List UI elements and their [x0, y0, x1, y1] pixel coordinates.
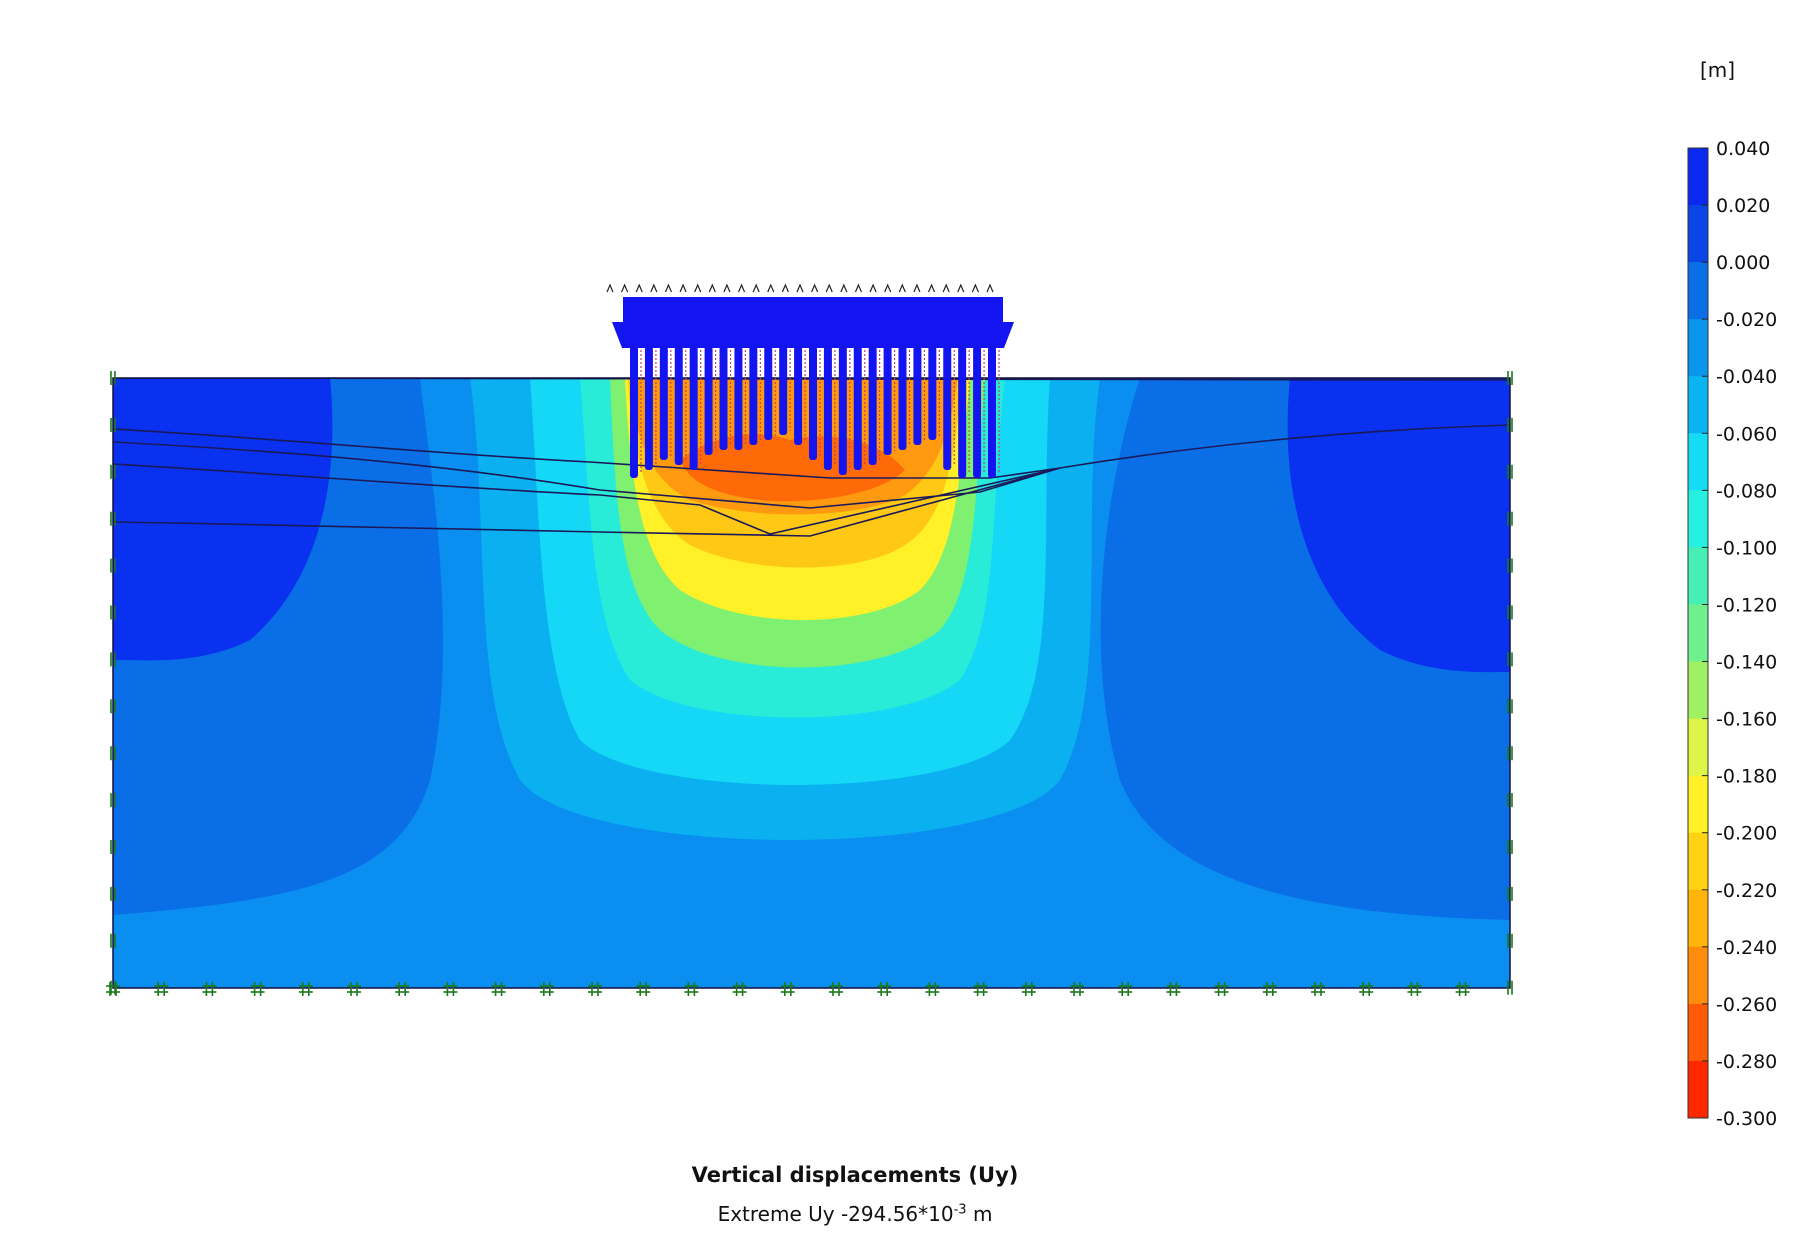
legend-tick-label: -0.160 — [1716, 709, 1777, 731]
legend-swatch — [1688, 832, 1708, 891]
pile — [883, 346, 892, 455]
legend-tick-label: -0.200 — [1716, 823, 1777, 845]
legend-swatch — [1688, 262, 1708, 320]
pile — [704, 346, 713, 455]
pile — [898, 346, 907, 450]
legend-tick-label: -0.240 — [1716, 937, 1777, 959]
pile — [823, 346, 832, 470]
legend-tick-label: -0.260 — [1716, 994, 1777, 1016]
soil-domain — [113, 378, 1510, 988]
legend-tick-label: -0.100 — [1716, 537, 1777, 559]
legend-swatch — [1688, 319, 1708, 377]
pile-group — [630, 346, 1000, 478]
pile — [853, 346, 862, 470]
legend-swatch — [1688, 661, 1708, 720]
plot-title: Vertical displacements (Uy) — [691, 1163, 1019, 1187]
pile — [749, 346, 758, 445]
pile — [973, 346, 982, 478]
legend-swatch — [1688, 1003, 1708, 1062]
legend-unit: [m] — [1700, 58, 1736, 82]
legend-tick-label: -0.020 — [1716, 309, 1777, 331]
pile — [988, 346, 996, 478]
pile — [674, 346, 683, 465]
legend-swatch — [1688, 547, 1708, 605]
legend-swatch — [1688, 433, 1708, 491]
legend-swatch — [1688, 490, 1708, 548]
pile — [928, 346, 937, 440]
pile — [913, 346, 922, 445]
legend-tick-label: -0.300 — [1716, 1108, 1777, 1130]
fixity-bottom-markers — [106, 982, 1470, 996]
pile — [764, 346, 773, 440]
pile-cap-base — [612, 322, 1014, 348]
extreme-exponent: -3 — [953, 1202, 967, 1218]
legend-swatch — [1688, 1060, 1708, 1119]
legend-swatch — [1688, 889, 1708, 948]
pile — [838, 346, 847, 475]
legend-swatch — [1688, 946, 1708, 1005]
pile — [868, 346, 877, 465]
contour-band-red-orange — [680, 434, 905, 502]
legend-swatch — [1688, 205, 1708, 263]
contour-band-dark-left — [113, 378, 333, 661]
legend-tick-label: -0.220 — [1716, 880, 1777, 902]
legend-tick-label: -0.280 — [1716, 1051, 1777, 1073]
fixity-right-markers — [1507, 371, 1513, 995]
legend-tick-label: -0.040 — [1716, 366, 1777, 388]
load-arrows — [606, 283, 994, 293]
extreme-value: Extreme Uy -294.56*10-3 m — [0, 1202, 1710, 1226]
extreme-prefix: Extreme Uy -294.56*10 — [717, 1202, 954, 1226]
contour-band-dark-right — [1287, 378, 1510, 673]
legend-swatch — [1688, 604, 1708, 663]
pile — [659, 346, 668, 460]
pile — [644, 346, 653, 470]
legend-colorbar: 0.040 0.020 0.000 -0.020 -0.040 -0.060 -0.080 -… — [1687, 138, 1777, 1130]
legend-tick-label: 0.000 — [1716, 252, 1770, 274]
legend-tick-label: -0.120 — [1716, 594, 1777, 616]
pile — [734, 346, 743, 450]
pile-cap-structure — [606, 283, 1014, 478]
pile — [719, 346, 728, 450]
legend-tick-label: -0.080 — [1716, 480, 1777, 502]
fixity-left-markers — [110, 371, 116, 995]
legend-tick-label: -0.140 — [1716, 652, 1777, 674]
legend-swatch — [1688, 376, 1708, 434]
pile — [689, 346, 698, 470]
legend-tick-label: -0.060 — [1716, 423, 1777, 445]
legend-swatch — [1688, 718, 1708, 777]
pile — [958, 346, 967, 478]
legend-tick-label: 0.040 — [1716, 138, 1770, 160]
pile — [630, 346, 638, 478]
legend-tick-label: 0.020 — [1716, 195, 1770, 217]
legend-tick-label: -0.180 — [1716, 766, 1777, 788]
pile — [779, 346, 788, 435]
pile — [943, 346, 952, 470]
pile — [794, 346, 803, 445]
pile — [809, 346, 817, 460]
legend-swatch — [1688, 775, 1708, 834]
legend-swatch — [1688, 148, 1708, 206]
extreme-unit: m — [972, 1202, 993, 1226]
